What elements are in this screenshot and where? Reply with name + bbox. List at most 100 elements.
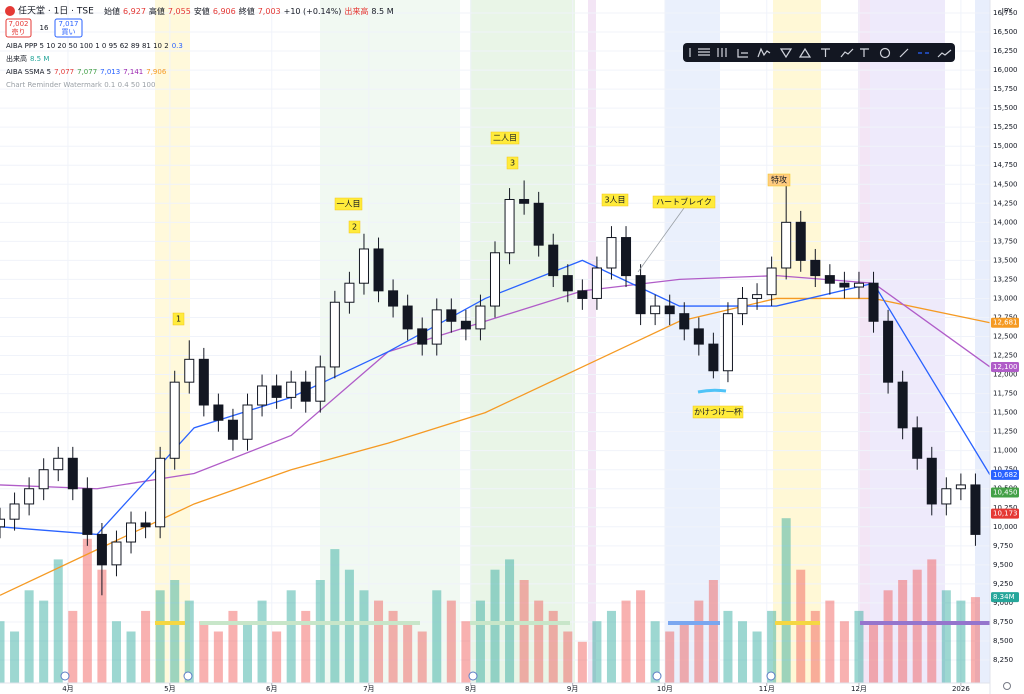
volume-bar xyxy=(111,621,121,683)
strip xyxy=(668,621,720,625)
price-tag-label: 12,681 xyxy=(993,319,1018,327)
tool-icon[interactable] xyxy=(840,48,854,58)
annotation-box xyxy=(767,173,791,187)
price-tag xyxy=(991,361,1019,372)
candle-body xyxy=(897,381,908,429)
candle-body xyxy=(155,457,166,528)
volume-bar xyxy=(767,610,777,683)
tool-icon[interactable] xyxy=(899,48,909,58)
volume-bar xyxy=(577,641,587,683)
event-marker[interactable] xyxy=(183,671,193,681)
candle-body xyxy=(679,313,690,330)
candle-body xyxy=(621,237,632,277)
volume-bar xyxy=(912,569,922,683)
strip xyxy=(200,621,420,625)
candle-body xyxy=(286,381,297,398)
header-stat: 安値 xyxy=(194,6,210,16)
volume-bar xyxy=(315,580,325,683)
annotation-box xyxy=(506,156,519,170)
candle-body xyxy=(9,503,20,520)
candle-body xyxy=(955,484,966,490)
volume-bar xyxy=(199,621,209,683)
event-marker[interactable] xyxy=(766,671,776,681)
volume-bar xyxy=(606,610,616,683)
volume-bar xyxy=(403,621,413,683)
tool-icon[interactable] xyxy=(879,47,891,59)
candle-body xyxy=(431,309,442,345)
indicator-line: Chart Reminder Watermark 0.1 0.4 50 100 xyxy=(6,81,155,89)
header-stat: +10 (+0.14%) xyxy=(284,7,342,16)
indicator-part: 7,906 xyxy=(146,68,167,76)
price-tag-label: 10,450 xyxy=(993,489,1018,497)
candle-body xyxy=(24,488,35,505)
x-tick-label: 11月 xyxy=(759,685,775,693)
buy-label[interactable]: 買い xyxy=(62,28,76,36)
y-tick-label: 10,750 xyxy=(993,466,1018,474)
y-tick-label: 10,250 xyxy=(993,504,1018,512)
y-tick-label: 13,250 xyxy=(993,275,1018,283)
strip xyxy=(860,621,990,625)
sell-button[interactable] xyxy=(5,18,32,38)
volume-bar xyxy=(970,597,980,683)
event-marker[interactable] xyxy=(60,671,70,681)
volume-bar xyxy=(796,569,806,683)
volume-bar xyxy=(257,600,267,683)
annotation-box xyxy=(601,193,629,207)
volume-bar xyxy=(388,610,398,683)
sell-price[interactable]: 7,002 xyxy=(8,20,28,28)
y-tick-label: 12,250 xyxy=(993,352,1018,360)
tool-icon[interactable] xyxy=(860,48,869,57)
tool-icon[interactable] xyxy=(821,48,830,57)
event-marker[interactable] xyxy=(468,671,478,681)
tool-icon[interactable] xyxy=(698,48,710,56)
volume-bar xyxy=(781,518,791,683)
candle-body xyxy=(883,320,894,383)
event-marker[interactable] xyxy=(652,671,662,681)
y-tick-label: 8,500 xyxy=(993,637,1013,645)
tool-icon[interactable] xyxy=(798,47,812,58)
header-stat: 始値 xyxy=(104,6,120,16)
buy-button[interactable] xyxy=(54,18,83,38)
volume-bar xyxy=(0,621,5,683)
y-tick-label: 10,000 xyxy=(993,523,1018,531)
volume-bar xyxy=(228,610,238,683)
logo xyxy=(5,6,15,16)
strip xyxy=(155,621,185,625)
candle-body xyxy=(606,237,617,269)
buy-price[interactable]: 7,017 xyxy=(58,20,78,28)
y-tick-label: 14,750 xyxy=(993,161,1018,169)
indicator-part: 7,141 xyxy=(123,68,143,76)
annotation: 一人目 xyxy=(337,200,361,209)
x-tick-label: 6月 xyxy=(266,685,277,693)
candle-body xyxy=(810,259,821,277)
indicator-legend: AIBA PPP 5 10 20 50 100 1 0 95 62 89 81 … xyxy=(6,42,183,89)
tool-icon[interactable] xyxy=(779,48,793,59)
tool-icon[interactable] xyxy=(937,49,952,58)
candle-body xyxy=(664,305,675,315)
candle-body xyxy=(300,381,311,402)
candle-body xyxy=(504,198,515,254)
band xyxy=(588,0,596,683)
volume-bar xyxy=(213,631,223,683)
volume-bar xyxy=(941,590,951,683)
volume-bar xyxy=(534,600,544,683)
indicator-part: AIBA SSMA 5 xyxy=(6,68,51,76)
candle-body xyxy=(82,488,93,535)
volume-bar xyxy=(359,590,369,683)
volume-bar xyxy=(650,621,660,683)
volume-bar xyxy=(141,610,151,683)
tool-icon[interactable] xyxy=(717,48,727,57)
tool-icon[interactable] xyxy=(757,47,771,58)
volume-bar xyxy=(53,559,63,683)
candle-body xyxy=(824,275,835,284)
x-tick-label: 12月 xyxy=(851,685,867,693)
volume-bar xyxy=(272,631,282,683)
x-tick-label: 9月 xyxy=(567,685,578,693)
x-tick-label: 10月 xyxy=(657,685,673,693)
header-stat: 6,927 xyxy=(123,7,146,16)
tool-icon[interactable] xyxy=(737,49,748,58)
sell-label[interactable]: 売り xyxy=(12,27,26,36)
y-tick-label: 12,500 xyxy=(993,333,1018,341)
indicator-part: 8.5 M xyxy=(30,55,49,63)
settings-icon[interactable] xyxy=(1003,682,1011,690)
